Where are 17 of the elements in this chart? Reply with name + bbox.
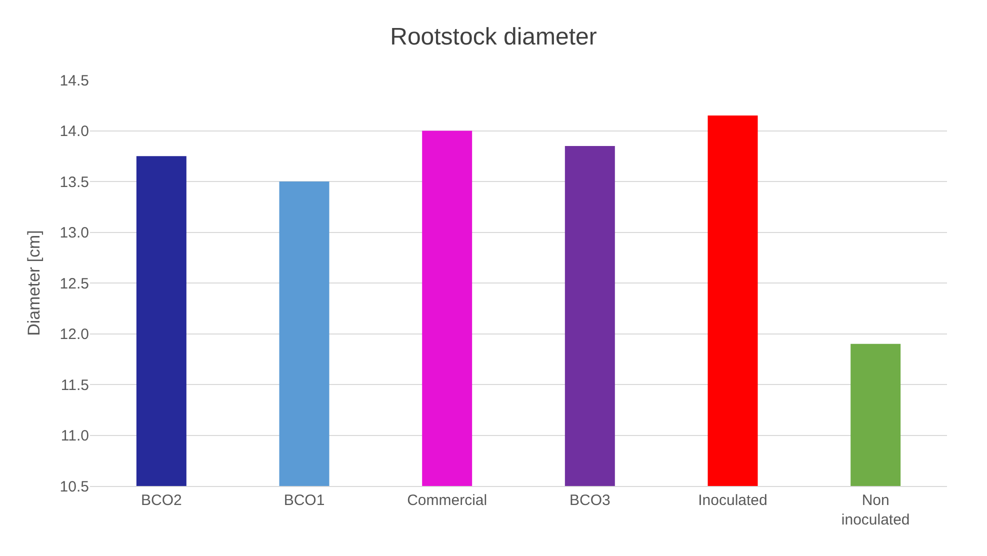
y-tick-label: 14.0: [60, 123, 89, 140]
x-tick-label: BCO1: [284, 492, 325, 509]
y-tick-label: 14.5: [60, 72, 89, 90]
x-tick-label: Non inoculated: [841, 492, 910, 528]
x-tick-label: Inoculated: [698, 492, 768, 509]
y-tick-label: 11.0: [60, 428, 89, 444]
y-axis-title: Diameter [cm]: [24, 230, 44, 336]
y-tick-label: 12.0: [60, 326, 89, 343]
y-tick-label: 11.5: [60, 376, 89, 394]
y-tick-label: 13.0: [60, 224, 89, 242]
x-tick-label: BCO2: [140, 492, 182, 509]
chart-title: Rootstock diameter: [390, 24, 597, 51]
x-tick-label: BCO3: [569, 492, 610, 509]
y-tick-label: 10.5: [60, 478, 89, 496]
y-tick-label: 12.5: [60, 275, 89, 292]
x-tick-label: Commercial: [407, 492, 488, 509]
y-tick-label: 13.5: [60, 174, 89, 191]
